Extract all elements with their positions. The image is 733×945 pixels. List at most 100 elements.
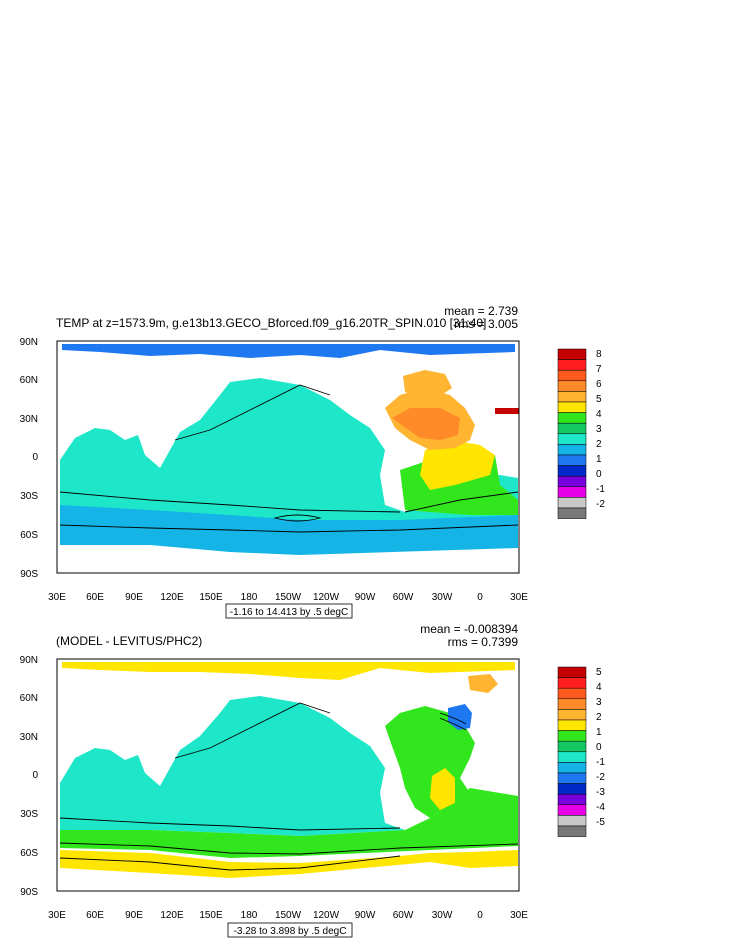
bottom-map-area xyxy=(57,659,519,891)
colorbar-label: -2 xyxy=(596,499,605,510)
colorbar-label: 1 xyxy=(596,727,602,738)
lon-label-90w: 90W xyxy=(355,910,376,921)
colorbar-label: -1 xyxy=(596,484,605,495)
colorbar-label: 6 xyxy=(596,379,602,390)
southern-yellow-band xyxy=(60,850,518,878)
south-atlantic-yellow xyxy=(430,768,455,810)
colorbar-swatch xyxy=(557,793,587,806)
colorbar-swatch xyxy=(557,783,587,795)
colorbar-swatch xyxy=(557,751,587,763)
nordic-sea-anomaly xyxy=(468,674,498,693)
colorbar-label: 5 xyxy=(596,394,602,405)
colorbar-swatch xyxy=(557,465,587,477)
lat-label-60n: 60N xyxy=(20,375,38,386)
lat-label-90n: 90N xyxy=(20,337,38,348)
colorbar-swatch xyxy=(557,709,587,721)
colorbar-swatch xyxy=(557,497,587,509)
colorbar-label: -2 xyxy=(596,772,605,783)
colorbar-swatch xyxy=(557,762,587,774)
top-rms-label: rms = 3.005 xyxy=(454,317,518,331)
colorbar-label: 7 xyxy=(596,364,602,375)
lon-label-60w: 60W xyxy=(393,592,414,603)
colorbar-swatch xyxy=(557,348,587,360)
north-atlantic-core xyxy=(392,408,460,440)
southern-ocean-band xyxy=(60,788,518,858)
lat-label-90s: 90S xyxy=(20,887,38,898)
lon-label-150e: 150E xyxy=(199,910,223,921)
colorbar-label: -4 xyxy=(596,802,605,813)
lon-label-30e: 30E xyxy=(48,592,66,603)
bottom-rms-label: rms = 0.7399 xyxy=(448,635,519,649)
colorbar-swatch xyxy=(557,666,587,678)
colorbar-label: -5 xyxy=(596,817,605,828)
top-contour-info: -1.16 to 14.413 by .5 degC xyxy=(230,607,348,618)
lat-label-0: 0 xyxy=(32,452,38,463)
top-mean-label: mean = 2.739 xyxy=(444,304,518,318)
top-map-title: TEMP at z=1573.9m, g.e13b13.GECO_Bforced… xyxy=(56,316,486,330)
colorbar-swatch xyxy=(557,359,587,371)
lat-label-90n: 90N xyxy=(20,655,38,666)
lat-label-60n: 60N xyxy=(20,693,38,704)
tropical-atlantic-region xyxy=(420,440,495,490)
colorbar-swatch xyxy=(557,380,587,392)
colorbar-label: 3 xyxy=(596,697,602,708)
colorbar-label: 4 xyxy=(596,682,602,693)
colorbar-swatch xyxy=(557,401,587,413)
mediterranean-patch xyxy=(495,408,519,414)
lon-label-60e: 60E xyxy=(86,910,104,921)
lon-label-150w: 150W xyxy=(275,592,302,603)
bottom-map-panel: (MODEL - LEVITUS/PHC2) mean = -0.008394 … xyxy=(0,618,733,940)
lat-label-60s: 60S xyxy=(20,848,38,859)
lat-label-60s: 60S xyxy=(20,530,38,541)
lat-label-90s: 90S xyxy=(20,569,38,580)
bottom-colorbar: 5 4 3 2 1 0 -1 -2 -3 -4 -5 xyxy=(557,666,605,837)
arctic-ocean-region xyxy=(62,662,515,680)
lon-label-30w: 30W xyxy=(432,592,453,603)
lat-label-30n: 30N xyxy=(20,414,38,425)
colorbar-label: 1 xyxy=(596,454,602,465)
lat-label-30s: 30S xyxy=(20,809,38,820)
lon-label-90e: 90E xyxy=(125,592,143,603)
colorbar-swatch xyxy=(557,454,587,466)
arctic-ocean-region xyxy=(62,344,515,358)
top-map-figure: TEMP at z=1573.9m, g.e13b13.GECO_Bforced… xyxy=(20,304,605,619)
lon-label-180: 180 xyxy=(241,592,258,603)
lon-label-90e: 90E xyxy=(125,910,143,921)
bottom-map-title: (MODEL - LEVITUS/PHC2) xyxy=(56,634,202,648)
lon-label-180: 180 xyxy=(241,910,258,921)
subpolar-atlantic-region xyxy=(403,370,452,398)
lat-label-30s: 30S xyxy=(20,491,38,502)
lat-label-30n: 30N xyxy=(20,732,38,743)
colorbar-label: 5 xyxy=(596,667,602,678)
top-map-panel: TEMP at z=1573.9m, g.e13b13.GECO_Bforced… xyxy=(0,300,733,620)
lon-label-150e: 150E xyxy=(199,592,223,603)
lat-label-0: 0 xyxy=(32,770,38,781)
lon-label-30e-right: 30E xyxy=(510,910,528,921)
colorbar-label: 4 xyxy=(596,409,602,420)
bottom-mean-label: mean = -0.008394 xyxy=(420,622,518,636)
cyan-region xyxy=(60,378,518,550)
colorbar-swatch xyxy=(557,412,587,424)
colorbar-swatch xyxy=(557,719,587,731)
top-map-area xyxy=(57,341,519,573)
lon-label-120w: 120W xyxy=(313,592,340,603)
colorbar-swatch xyxy=(557,391,587,403)
colorbar-label: -1 xyxy=(596,757,605,768)
gulf-stream-anomaly xyxy=(448,704,472,730)
colorbar-label: 0 xyxy=(596,742,602,753)
lon-label-30e-right: 30E xyxy=(510,592,528,603)
bottom-map-figure: (MODEL - LEVITUS/PHC2) mean = -0.008394 … xyxy=(20,622,605,938)
colorbar-label: 8 xyxy=(596,349,602,360)
colorbar-label: 3 xyxy=(596,424,602,435)
lon-label-120w: 120W xyxy=(313,910,340,921)
colorbar-swatch xyxy=(557,369,587,382)
lon-label-90w: 90W xyxy=(355,592,376,603)
southern-ocean-band xyxy=(60,505,518,555)
lon-label-60e: 60E xyxy=(86,592,104,603)
colorbar-swatch xyxy=(557,475,587,488)
colorbar-swatch xyxy=(557,687,587,700)
colorbar-swatch xyxy=(557,698,587,710)
lon-label-0: 0 xyxy=(477,592,483,603)
lon-label-60w: 60W xyxy=(393,910,414,921)
lon-label-120e: 120E xyxy=(160,592,184,603)
